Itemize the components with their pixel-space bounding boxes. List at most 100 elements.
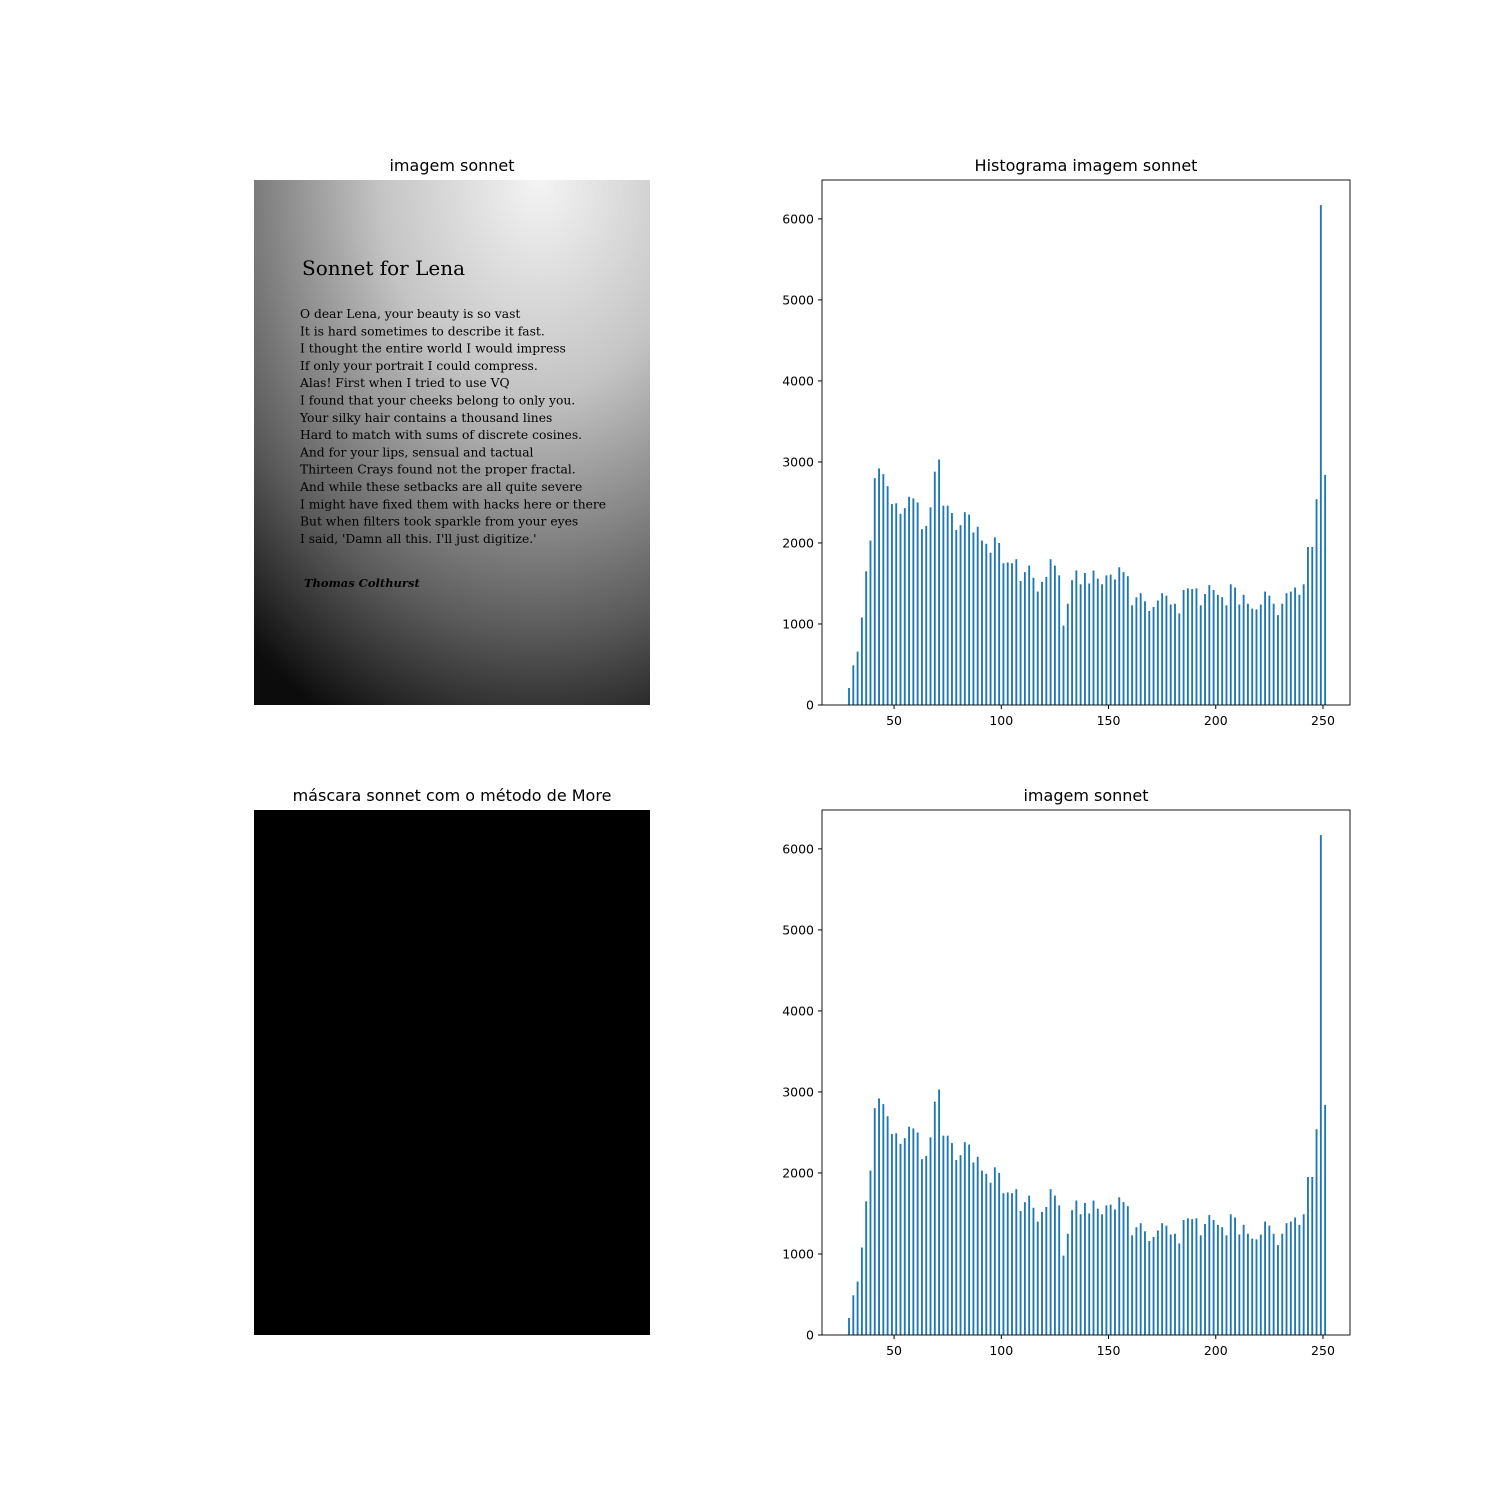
image-line: Hard to match with sums of discrete cosi… [300, 1058, 582, 1072]
bar [1264, 1221, 1267, 1335]
bar [976, 1156, 979, 1335]
bar [1041, 581, 1043, 705]
image-line: But when filters took sparkle from your … [300, 1145, 578, 1159]
y-tick-label: 3000 [782, 1084, 814, 1099]
bar [1191, 1219, 1194, 1335]
bar [1079, 1214, 1082, 1335]
image-line: And while these setbacks are all quite s… [299, 1110, 582, 1124]
bar [1234, 587, 1236, 705]
bar [1118, 567, 1121, 705]
bar [865, 1201, 868, 1335]
bar [899, 1143, 902, 1335]
bar [925, 1155, 928, 1335]
bar [1002, 563, 1005, 705]
bar [1216, 1224, 1219, 1335]
bar [1212, 589, 1215, 705]
bar [1135, 1227, 1138, 1335]
bar [886, 486, 889, 705]
y-tick-label: 4000 [782, 373, 814, 388]
bar [878, 1098, 880, 1335]
bar [985, 543, 988, 705]
bar [873, 1108, 876, 1335]
bar [1019, 1211, 1022, 1335]
bar [963, 512, 966, 705]
bar [933, 471, 936, 705]
image-line: I thought the entire world I would impre… [300, 342, 566, 356]
bar [1174, 603, 1176, 705]
image-author: Thomas Colthurst [304, 576, 420, 590]
bar [1011, 1193, 1013, 1335]
bar [1118, 1197, 1121, 1335]
image-line: O dear Lena, your beauty is so vast [300, 937, 520, 951]
bar [1315, 1129, 1318, 1335]
bar [1049, 559, 1052, 705]
image-area [254, 180, 650, 705]
bar [856, 1281, 859, 1335]
bar [1053, 565, 1056, 705]
bar [1178, 613, 1181, 705]
bar [929, 1137, 932, 1335]
bar [1096, 1208, 1099, 1335]
bar [989, 1182, 992, 1335]
bar [1131, 605, 1134, 705]
bar [1028, 565, 1031, 705]
bar [1169, 604, 1172, 705]
x-tick-label: 150 [1097, 1343, 1121, 1358]
bar [1049, 1189, 1052, 1335]
bar [938, 459, 941, 705]
bar [1251, 608, 1254, 705]
bar [848, 687, 850, 705]
bar [1006, 1192, 1009, 1335]
chart-title: máscara sonnet com o método de More [293, 786, 612, 805]
bar [1156, 600, 1159, 705]
bar [1225, 605, 1228, 705]
x-tick-label: 100 [989, 1343, 1013, 1358]
bar [921, 1159, 923, 1335]
bar [1096, 578, 1099, 705]
bar [1075, 570, 1078, 705]
bar [1152, 1236, 1155, 1335]
bar [1169, 1234, 1172, 1335]
bar [942, 505, 945, 705]
bar [946, 1135, 949, 1335]
image-line: I might have fixed them with hacks here … [300, 1127, 606, 1141]
bar [938, 1089, 941, 1335]
bar [1161, 1223, 1164, 1335]
bar [1062, 1255, 1065, 1335]
bar [1032, 1207, 1035, 1335]
bar [865, 571, 868, 705]
bar [1101, 584, 1104, 705]
image-line: I said, 'Damn all this. I'll just digiti… [300, 532, 537, 546]
bar [1066, 603, 1069, 705]
bar [1028, 1195, 1031, 1335]
bar [1032, 577, 1035, 705]
bar [1071, 580, 1073, 705]
bar [1246, 603, 1249, 705]
bar [1259, 1234, 1262, 1335]
bar [1302, 1214, 1305, 1335]
bar [1246, 1233, 1249, 1335]
image-line: O dear Lena, your beauty is so vast [300, 307, 520, 321]
bar [1242, 1224, 1245, 1335]
bar [1139, 593, 1142, 705]
bar [1272, 603, 1275, 705]
bar [1156, 1230, 1159, 1335]
x-tick-label: 50 [886, 1343, 902, 1358]
bar [848, 1317, 850, 1335]
bar [916, 502, 919, 705]
bar [1105, 1205, 1108, 1335]
bar [1019, 581, 1022, 705]
bar [1319, 205, 1322, 706]
bar [1165, 1225, 1168, 1335]
bar [1182, 589, 1185, 705]
image-line: I found that your cheeks belong to only … [300, 1024, 575, 1038]
bar [1066, 1233, 1069, 1335]
bar [1238, 604, 1241, 705]
image-line: I said, 'Damn all this. I'll just digiti… [300, 1162, 537, 1176]
bar [1238, 1234, 1241, 1335]
bar [1195, 588, 1198, 705]
bar [1126, 1206, 1129, 1335]
bar [1199, 1235, 1202, 1335]
bar [860, 1247, 863, 1335]
bar [1053, 1195, 1056, 1335]
